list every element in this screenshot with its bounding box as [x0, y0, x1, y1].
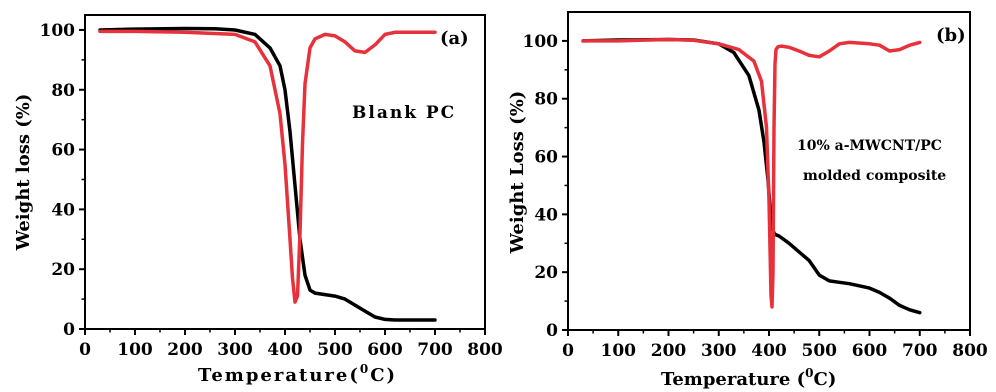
y-axis-label-a: Weight loss (%)	[13, 94, 34, 252]
series-line-a-tga-black	[98, 26, 437, 322]
x-axis-label-a-main: Temperature(	[198, 365, 360, 386]
y-axis-label-b: Weight Loss (%)	[507, 91, 528, 255]
x-tick-label-a: 800	[467, 340, 503, 360]
annotation-b-line-2: molded composite	[803, 168, 946, 184]
x-tick-label-b: 500	[802, 341, 838, 361]
curves-b	[581, 37, 922, 315]
x-tick-label-a: 300	[217, 340, 253, 360]
panel-b: 0 100 200 300 400 500 600 700 800 0 20 40 60 80 100 (b…	[507, 11, 988, 390]
panel-label-b: (b)	[936, 25, 966, 46]
x-tick-label-a: 100	[117, 340, 153, 360]
series-line-a-dtg-red	[98, 29, 437, 304]
x-axis-label-a-unit: C)	[370, 365, 397, 386]
x-tick-label-b: 100	[601, 341, 637, 361]
panel-label-a: (a)	[440, 28, 469, 49]
x-tick-label-b: 700	[902, 341, 938, 361]
y-tick-label-a: 20	[51, 260, 75, 280]
x-tick-label-a: 600	[367, 340, 403, 360]
x-tick-label-a: 500	[317, 340, 353, 360]
y-tick-label-b: 20	[534, 263, 558, 283]
x-tick-label-a: 400	[267, 340, 303, 360]
ticks-a: 0 100 200 300 400 500 600 700 800 0 20 40 60 80 100	[40, 21, 503, 360]
panel-a: 0 100 200 300 400 500 600 700 800 0 20 40 60 80 100 (a…	[13, 14, 503, 386]
annotation-a-line-1: Blank PC	[352, 103, 456, 123]
y-tick-label-b: 60	[534, 148, 558, 168]
x-axis-label-b: Temperature (0C)	[661, 366, 836, 390]
x-tick-label-b: 800	[952, 341, 988, 361]
y-tick-label-a: 40	[51, 200, 75, 220]
y-tick-label-a: 80	[51, 81, 75, 101]
x-axis-label-b-sup: 0	[805, 366, 813, 380]
x-tick-label-b: 200	[651, 341, 687, 361]
y-tick-label-b: 0	[546, 321, 558, 341]
y-tick-label-a: 0	[63, 320, 75, 340]
x-axis-label-a-sup: 0	[360, 362, 370, 376]
y-tick-label-b: 100	[523, 32, 559, 52]
x-tick-label-b: 0	[562, 341, 574, 361]
x-tick-label-b: 600	[852, 341, 888, 361]
x-tick-label-a: 0	[79, 340, 91, 360]
y-tick-label-b: 80	[534, 90, 558, 110]
y-tick-label-a: 60	[51, 141, 75, 161]
x-axis-label-a: Temperature(0C)	[198, 362, 397, 386]
x-tick-label-b: 300	[701, 341, 737, 361]
x-tick-label-a: 200	[167, 340, 203, 360]
y-tick-label-a: 100	[40, 21, 76, 41]
x-axis-label-b-unit: C)	[814, 369, 837, 390]
annotation-b-line-1: 10% a-MWCNT/PC	[797, 138, 942, 154]
ticks-b: 0 100 200 300 400 500 600 700 800 0 20 40 60 80 100	[523, 32, 988, 361]
x-axis-label-b-main: Temperature (	[661, 369, 805, 390]
y-tick-label-b: 40	[534, 205, 558, 225]
x-tick-label-b: 400	[751, 341, 787, 361]
series-line-b-dtg-red	[581, 37, 922, 309]
x-tick-label-a: 700	[417, 340, 453, 360]
curves-a	[98, 26, 437, 322]
series-line-b-tga-black	[581, 37, 922, 315]
